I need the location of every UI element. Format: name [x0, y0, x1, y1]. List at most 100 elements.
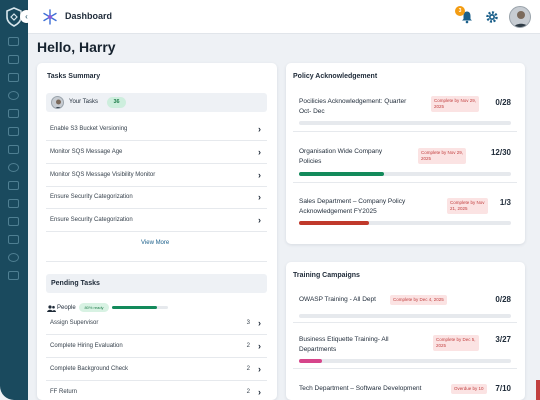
task-label: Monitor SQS Message Age [50, 149, 123, 155]
pending-task-row[interactable]: Complete Background Check 2 › [46, 359, 267, 381]
due-date-badge: Complete by Dec 4, 2025 [390, 295, 447, 305]
chevron-right-icon: › [258, 215, 261, 225]
training-campaigns-card [286, 262, 525, 400]
item-name-line: Pocilicies Acknowledgement: Quarter [299, 98, 407, 105]
reports-nav-icon[interactable] [8, 127, 19, 136]
due-date-badge: Overdue by 10 [451, 384, 487, 394]
settings-gear-icon[interactable] [485, 10, 499, 24]
due-date-line: Complete by Nov 29, [421, 150, 464, 155]
due-date-line: Complete by Dec 5, [436, 337, 476, 342]
people-progress-fill [112, 306, 157, 309]
divider [46, 261, 267, 262]
due-date-line: 2025 [436, 343, 447, 348]
policy-nav-icon[interactable] [8, 199, 19, 208]
due-date-line: 2025 [434, 104, 445, 109]
your-tasks-header[interactable]: Your Tasks 36 [46, 93, 267, 112]
documents-nav-icon[interactable] [8, 73, 19, 82]
dashboard-nav-icon[interactable] [8, 37, 19, 46]
completion-count: 0/28 [495, 98, 511, 107]
tasks-summary-title: Tasks Summary [47, 73, 101, 80]
page-title: Dashboard [65, 11, 113, 21]
training-nav-icon[interactable] [8, 217, 19, 226]
ready-status-badge: 80% ready [79, 303, 109, 312]
due-date-line: Complete by Dec 4, 2025 [393, 297, 444, 302]
users-nav-icon[interactable] [8, 55, 19, 64]
task-row[interactable]: Ensure Security Categorization › [46, 210, 267, 232]
settings-nav-icon[interactable] [8, 91, 19, 100]
item-name-line: Sales Department – Company Policy [299, 198, 406, 205]
audit-nav-icon[interactable] [8, 271, 19, 280]
chevron-right-icon: › [258, 341, 261, 351]
due-date-line: 2025 [421, 156, 432, 161]
people-icon [47, 305, 56, 312]
progress-track [299, 121, 511, 125]
page-scroll-edge [536, 380, 540, 400]
people-progress-track [112, 306, 168, 309]
item-name-line: Oct- Dec [299, 108, 325, 115]
top-bar: Dashboard 3 [28, 0, 540, 34]
training-title: Training Campaigns [293, 272, 360, 279]
due-date-badge: Complete by Dec 5, 2025 [433, 335, 479, 351]
user-avatar[interactable] [509, 6, 531, 28]
training-item-name: OWASP Training - All Dept [299, 295, 376, 305]
task-row[interactable]: Ensure Security Categorization › [46, 187, 267, 209]
due-date-line: Complete by Nov [450, 200, 485, 205]
progress-track [299, 314, 511, 318]
task-row[interactable]: Monitor SQS Message Visibility Monitor › [46, 165, 267, 187]
pending-task-count: 2 [246, 389, 250, 395]
completion-count: 0/28 [495, 295, 511, 304]
policy-item[interactable]: Pocilicies Acknowledgement: Quarter Oct- … [293, 90, 517, 132]
task-label: Enable S3 Bucket Versioning [50, 126, 128, 132]
progress-track [299, 221, 511, 225]
policy-item[interactable]: Sales Department – Company Policy Acknowl… [293, 189, 517, 233]
chevron-right-icon: › [258, 387, 261, 397]
training-item-name: Business Etiquette Training- All Departme… [299, 335, 389, 355]
integrations-nav-icon[interactable] [8, 181, 19, 190]
team-nav-icon[interactable] [8, 163, 19, 172]
item-name-line: Acknowledgement FY2025 [299, 208, 377, 215]
notification-count-badge: 3 [455, 6, 465, 16]
chevron-right-icon: › [258, 170, 261, 180]
your-tasks-label: Your Tasks [69, 99, 99, 105]
sidebar [0, 0, 28, 400]
due-date-badge: Complete by Nov 29, 2025 [431, 96, 480, 112]
chevron-right-icon: › [258, 364, 261, 374]
item-name-line: Policies [299, 158, 322, 165]
chevron-right-icon: › [258, 147, 261, 157]
progress-fill [299, 359, 323, 363]
pending-task-row[interactable]: Assign Supervisor 3 › [46, 313, 267, 335]
pending-task-label: Complete Background Check [50, 366, 129, 372]
pending-task-count: 3 [246, 320, 250, 326]
item-name-line: Tech Department – Software Development [299, 385, 422, 392]
policy-item[interactable]: Organisation Wide Company Policies Complet… [293, 138, 517, 183]
pending-tasks-header: Pending Tasks [46, 274, 267, 293]
item-name-line: Organisation Wide Company [299, 148, 383, 155]
progress-fill [299, 172, 384, 176]
files-nav-icon[interactable] [8, 109, 19, 118]
pending-tasks-title: Pending Tasks [51, 280, 100, 287]
item-name-line: OWASP Training - All Dept [299, 296, 376, 303]
completion-count: 3/27 [495, 335, 511, 344]
pending-task-row[interactable]: FF Return 2 › [46, 382, 267, 400]
task-row[interactable]: Monitor SQS Message Age › [46, 142, 267, 164]
due-date-badge: Complete by Nov 21, 2025 [447, 198, 488, 214]
dashboard-snowflake-icon [43, 9, 57, 25]
vendors-nav-icon[interactable] [8, 253, 19, 262]
view-more-link[interactable]: View More [141, 240, 170, 246]
layers-nav-icon[interactable] [8, 145, 19, 154]
pending-task-label: Assign Supervisor [50, 320, 99, 326]
pending-task-row[interactable]: Complete Hiring Evaluation 2 › [46, 336, 267, 358]
training-item[interactable]: OWASP Training - All Dept Complete by Dec… [293, 289, 517, 323]
assets-nav-icon[interactable] [8, 235, 19, 244]
due-date-badge: Complete by Nov 29, 2025 [418, 148, 467, 164]
training-item[interactable]: Business Etiquette Training- All Departme… [293, 327, 517, 369]
pending-task-count: 2 [246, 366, 250, 372]
task-row[interactable]: Enable S3 Bucket Versioning › [46, 119, 267, 141]
training-item[interactable]: Tech Department – Software Development Ov… [293, 375, 517, 400]
item-name-line: Departments [299, 346, 337, 353]
people-label: People [57, 305, 76, 311]
progress-track [299, 172, 511, 176]
policy-title: Policy Acknowledgement [293, 73, 378, 80]
completion-count: 1/3 [499, 198, 511, 207]
notification-bell-icon[interactable] [460, 10, 474, 24]
